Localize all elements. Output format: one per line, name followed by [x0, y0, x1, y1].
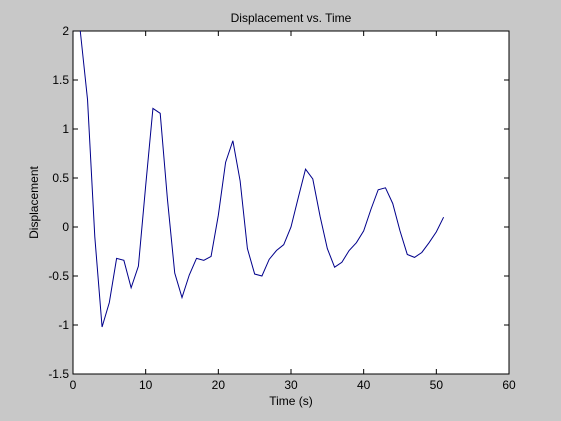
x-tick-label: 0: [70, 378, 77, 392]
x-tick-label: 50: [430, 378, 444, 392]
axis-tick-labels: 0 10 20 30 40 50 60 2 1.5 1 0.5 0 -0.5 -1 -1.5: [48, 24, 516, 392]
y-axis-label: Displacement: [27, 165, 41, 238]
axis-ticks: [72, 30, 510, 375]
x-axis-label: Time (s): [269, 394, 313, 408]
x-tick-label: 20: [212, 378, 226, 392]
chart-title: Displacement vs. Time: [231, 11, 352, 25]
y-tick-label: 0: [62, 220, 69, 234]
x-tick-label: 10: [139, 378, 153, 392]
x-tick-label: 30: [284, 378, 298, 392]
y-tick-label: -0.5: [48, 269, 69, 283]
displacement-series-line: [79, 30, 445, 328]
x-tick-label: 40: [357, 378, 371, 392]
y-tick-label: 0.5: [52, 171, 69, 185]
y-tick-label: 1: [62, 122, 69, 136]
y-tick-label: -1.5: [48, 367, 69, 381]
plot-area: [72, 30, 510, 375]
y-tick-label: 1.5: [52, 73, 69, 87]
x-tick-label: 60: [502, 378, 516, 392]
y-tick-label: -1: [58, 318, 69, 332]
y-tick-label: 2: [62, 24, 69, 38]
